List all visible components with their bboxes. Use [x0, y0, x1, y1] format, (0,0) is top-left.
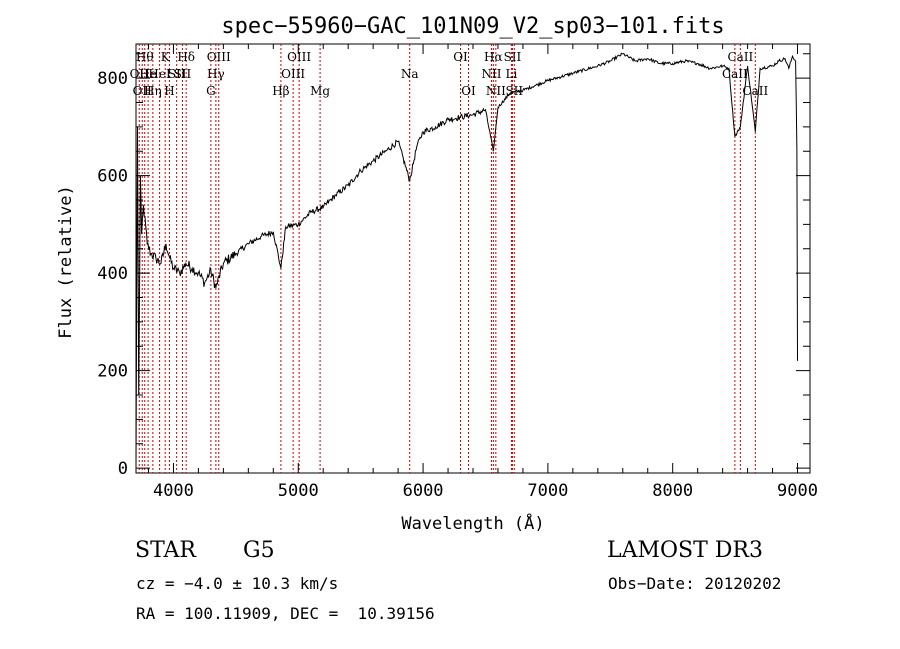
line-marker-label: HeI	[148, 67, 171, 81]
line-marker-label: G	[206, 84, 216, 98]
survey-name: LAMOST DR3	[607, 538, 763, 563]
line-marker-label: Hδ	[177, 50, 195, 64]
spectrum-line	[135, 52, 798, 469]
x-tick-label: 9000	[777, 481, 818, 501]
line-marker-label: SII	[168, 67, 186, 81]
obs-date: Obs−Date: 20120202	[608, 574, 782, 593]
y-tick-label: 0	[118, 459, 128, 479]
line-marker-label: NII	[481, 67, 501, 81]
line-marker-label: Hγ	[207, 67, 225, 81]
line-marker-label: OI	[461, 84, 476, 98]
axis-ticks	[136, 44, 810, 473]
line-marker-label: OIII	[281, 67, 305, 81]
y-axis-label: Flux (relative)	[56, 185, 76, 339]
y-tick-label: 200	[97, 362, 128, 382]
x-tick-label: 7000	[527, 481, 568, 501]
line-marker-label: SII	[504, 50, 522, 64]
x-tick-label: 8000	[652, 481, 693, 501]
line-marker-label: OII	[130, 67, 150, 81]
line-marker-label: Hβ	[272, 84, 289, 98]
line-marker-label: Mg	[310, 84, 330, 98]
x-tick-label: 5000	[278, 481, 319, 501]
line-marker-label: CaII	[722, 67, 748, 81]
line-marker-label: CaII	[742, 84, 768, 98]
y-tick-label: 600	[97, 167, 128, 187]
x-tick-label: 6000	[403, 481, 444, 501]
line-marker-label: OI	[453, 50, 468, 64]
plot-frame	[135, 43, 811, 474]
line-marker-label: Hη	[144, 84, 162, 98]
line-markers	[138, 44, 756, 473]
chart-title: spec−55960−GAC_101N09_V2_sp03−101.fits	[221, 14, 724, 39]
object-class: STAR	[135, 538, 196, 563]
line-marker-label: SII	[174, 67, 192, 81]
line-marker-label: CaII	[727, 50, 753, 64]
line-marker-label: OIII	[287, 50, 311, 64]
object-subclass: G5	[243, 538, 275, 563]
line-marker-label: K	[161, 50, 171, 64]
coordinates: RA = 100.11909, DEC = 10.39156	[136, 604, 435, 623]
line-marker-label: Hθ	[136, 50, 154, 64]
axis-tick-labels: 4000 5000 6000 7000 8000 9000 0 200 400 600 800	[97, 69, 818, 501]
line-marker-label: He	[139, 67, 157, 81]
line-marker-labels: OIIOIIHθHeHηHeIKHSIIHδSIIGHγOIIIHβOIIIOI…	[130, 50, 769, 98]
line-marker-label: H	[164, 84, 174, 98]
y-tick-label: 400	[97, 264, 128, 284]
line-marker-label: Na	[401, 67, 419, 81]
line-marker-label: Hα	[484, 50, 503, 64]
x-tick-label: 4000	[153, 481, 194, 501]
redshift-cz: cz = −4.0 ± 10.3 km/s	[136, 574, 339, 593]
line-marker-label: NII	[486, 84, 506, 98]
y-tick-label: 800	[97, 69, 128, 89]
line-marker-label: OII	[133, 84, 153, 98]
line-marker-label: OIII	[207, 50, 231, 64]
line-marker-label: Li	[506, 67, 518, 81]
x-axis-label: Wavelength (Å)	[401, 512, 544, 534]
